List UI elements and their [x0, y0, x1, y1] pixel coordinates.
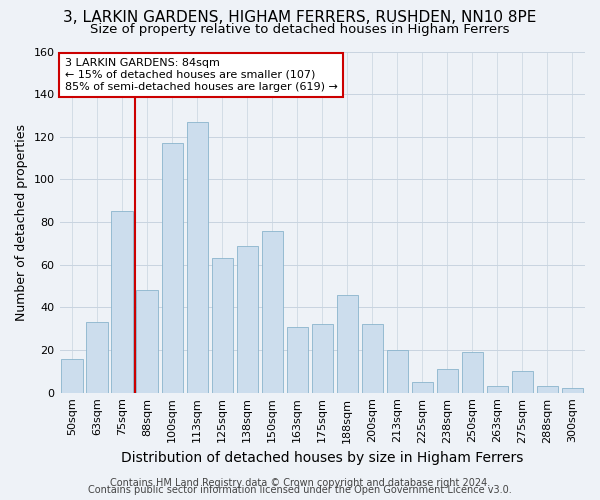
Bar	[187, 122, 208, 392]
Bar	[86, 322, 108, 392]
Text: Size of property relative to detached houses in Higham Ferrers: Size of property relative to detached ho…	[90, 22, 510, 36]
Bar	[362, 324, 383, 392]
Text: 3, LARKIN GARDENS, HIGHAM FERRERS, RUSHDEN, NN10 8PE: 3, LARKIN GARDENS, HIGHAM FERRERS, RUSHD…	[64, 10, 536, 25]
Bar	[161, 143, 183, 392]
Bar	[537, 386, 558, 392]
Bar	[512, 372, 533, 392]
Bar	[562, 388, 583, 392]
Bar	[236, 246, 258, 392]
Bar	[136, 290, 158, 392]
Bar	[412, 382, 433, 392]
Bar	[61, 358, 83, 392]
Text: 3 LARKIN GARDENS: 84sqm
← 15% of detached houses are smaller (107)
85% of semi-d: 3 LARKIN GARDENS: 84sqm ← 15% of detache…	[65, 58, 338, 92]
Bar	[462, 352, 483, 393]
Bar	[311, 324, 333, 392]
Bar	[487, 386, 508, 392]
Y-axis label: Number of detached properties: Number of detached properties	[15, 124, 28, 320]
Bar	[262, 230, 283, 392]
Bar	[212, 258, 233, 392]
Bar	[337, 294, 358, 392]
Bar	[437, 369, 458, 392]
Text: Contains public sector information licensed under the Open Government Licence v3: Contains public sector information licen…	[88, 485, 512, 495]
X-axis label: Distribution of detached houses by size in Higham Ferrers: Distribution of detached houses by size …	[121, 451, 523, 465]
Text: Contains HM Land Registry data © Crown copyright and database right 2024.: Contains HM Land Registry data © Crown c…	[110, 478, 490, 488]
Bar	[112, 212, 133, 392]
Bar	[287, 326, 308, 392]
Bar	[387, 350, 408, 393]
